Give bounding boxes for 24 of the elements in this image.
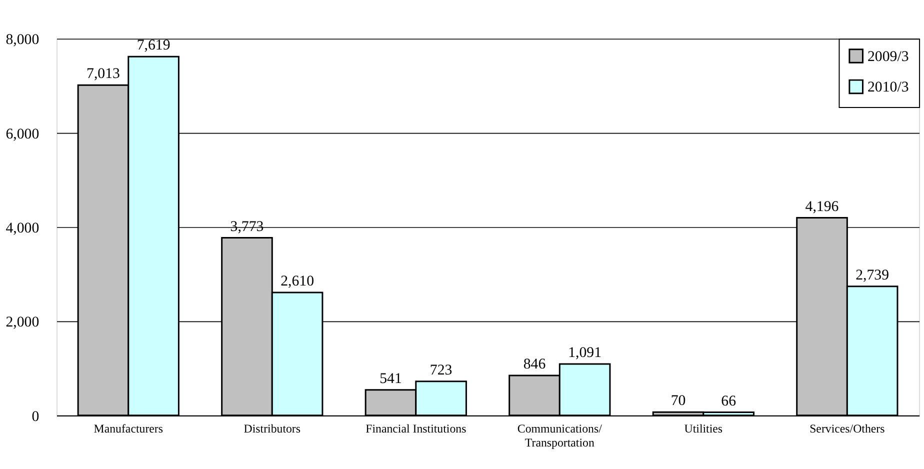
legend-label: 2009/3 [867, 48, 909, 65]
data-label: 4,196 [805, 198, 839, 215]
legend-label: 2010/3 [867, 80, 909, 96]
x-tick-label: Communications/ Transportation [517, 422, 603, 450]
x-tick-label: Utilities [684, 422, 723, 436]
data-label: 2,610 [280, 274, 314, 290]
data-label: 7,619 [136, 38, 170, 54]
data-label: 2,739 [856, 267, 890, 284]
data-label: 66 [721, 393, 736, 410]
x-tick-label: Services/Others [810, 422, 886, 436]
data-label: 846 [523, 356, 546, 373]
y-tick-label: 8,000 [6, 32, 40, 48]
x-tick-label: Distributors [244, 422, 301, 436]
y-tick-label: 6,000 [6, 126, 40, 142]
x-tick-label: Manufacturers [94, 422, 164, 436]
data-label: 1,091 [568, 345, 602, 362]
data-label: 723 [430, 362, 452, 378]
data-label: 70 [670, 393, 686, 410]
x-tick-label: Financial Institutions [366, 422, 467, 436]
data-label: 7,013 [86, 66, 120, 82]
y-tick-label: 2,000 [6, 314, 40, 331]
y-tick-label: 0 [32, 408, 40, 425]
y-tick-label: 4,000 [6, 220, 40, 236]
data-label: 541 [380, 370, 402, 387]
